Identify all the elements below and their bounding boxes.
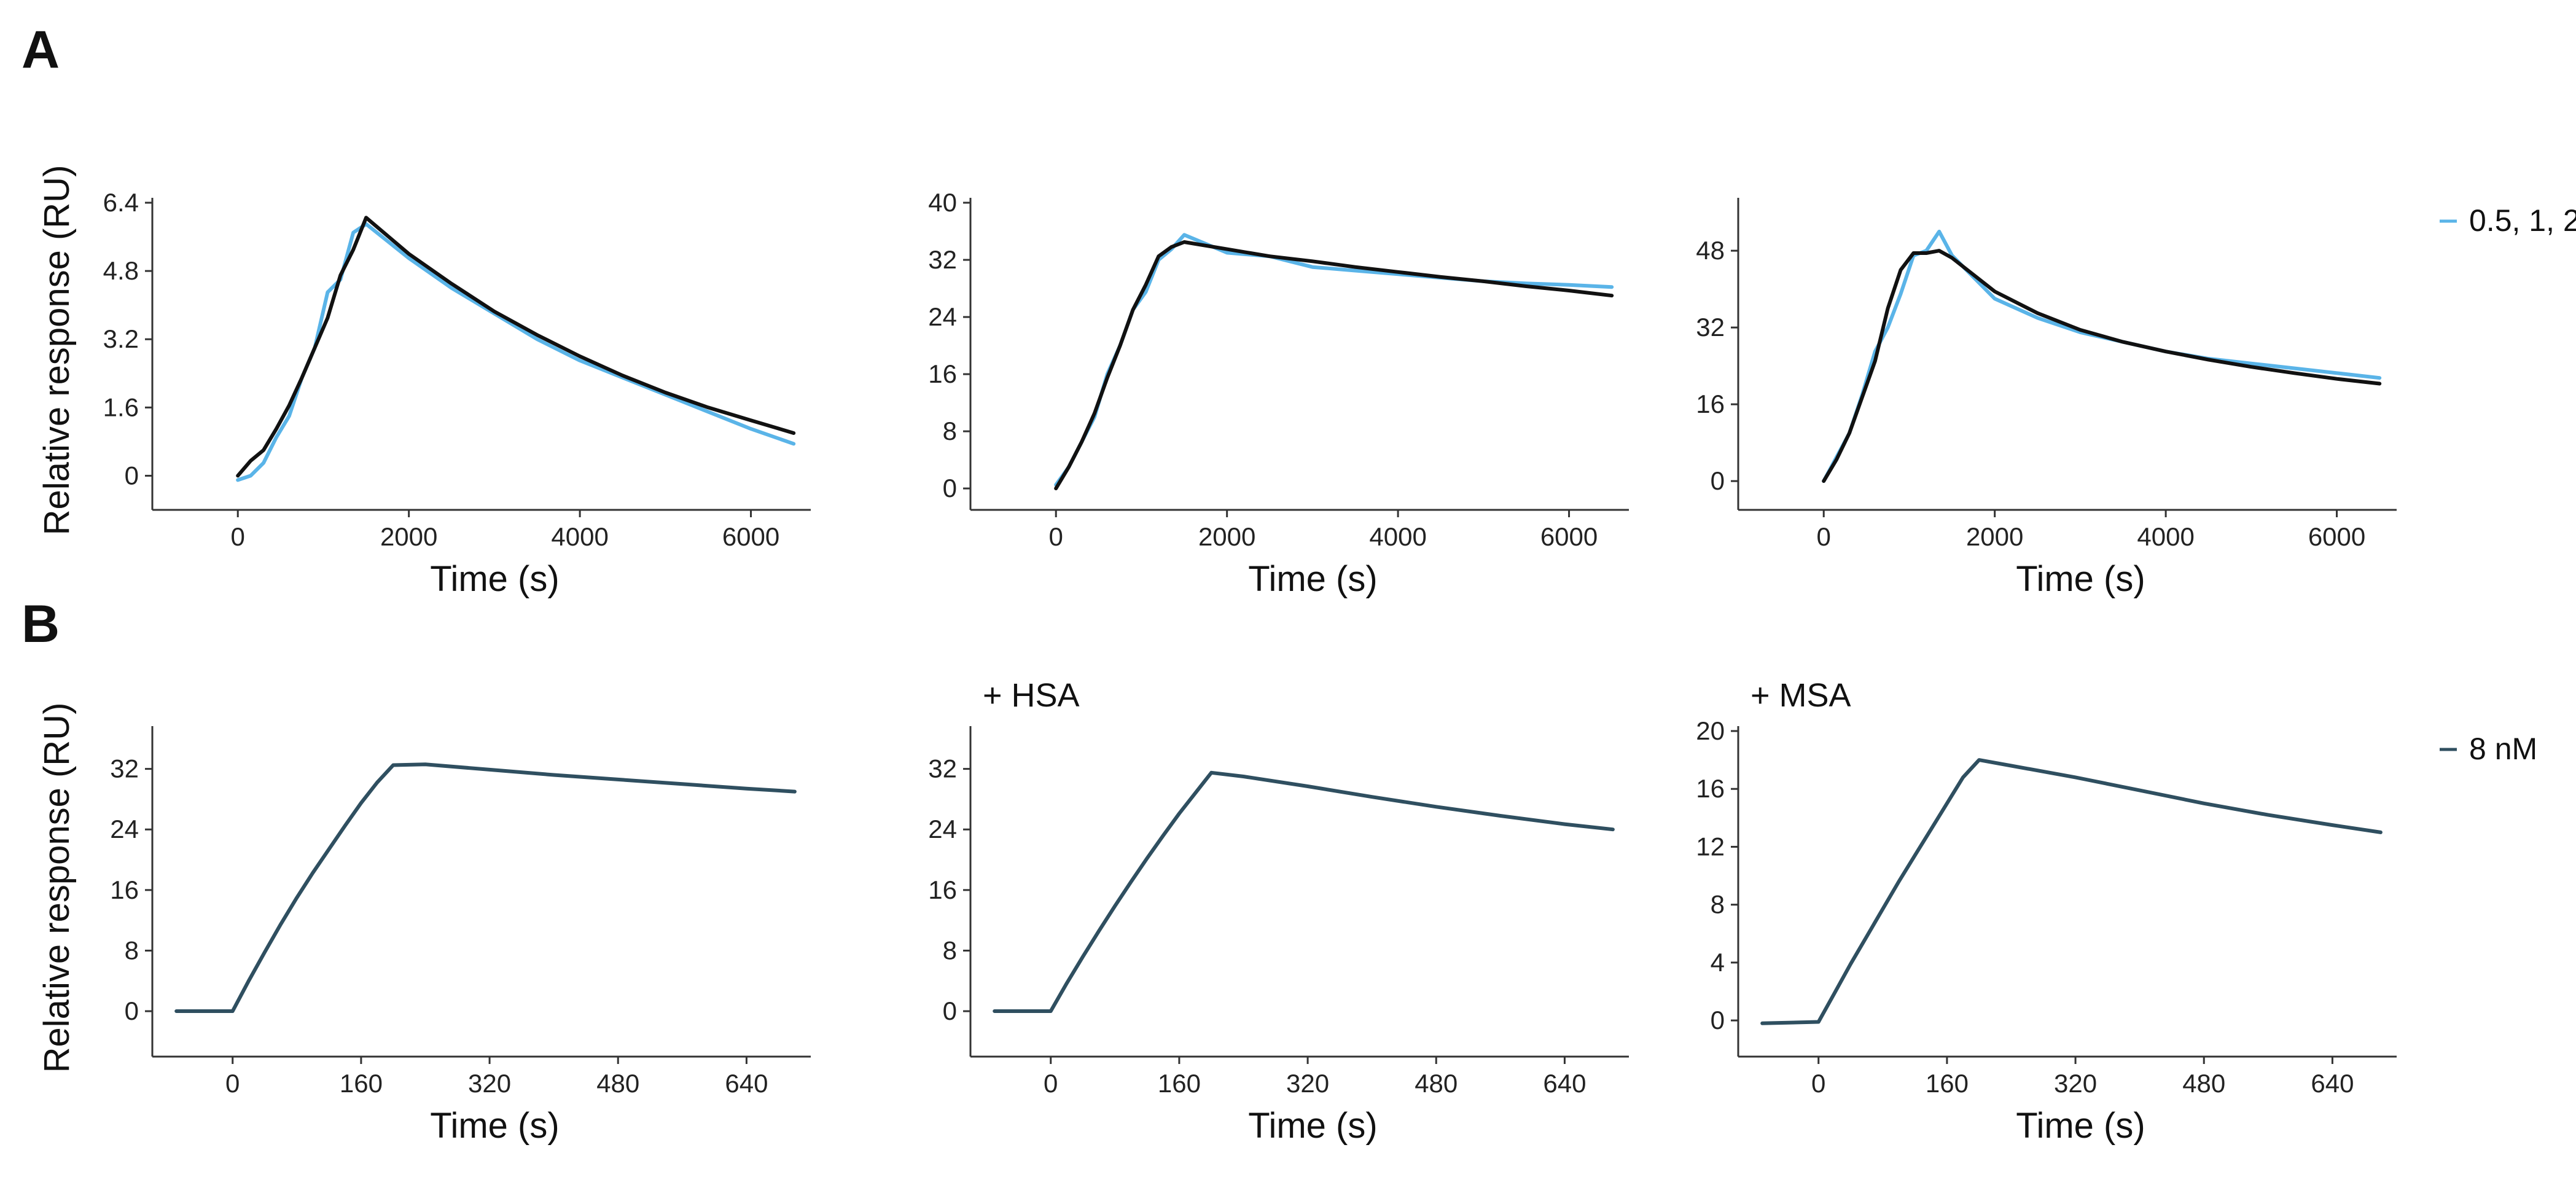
- y-axis-label: Relative response (RU): [37, 703, 77, 1073]
- x-tick-label: 0: [1811, 1069, 1825, 1098]
- x-axis-label: Time (s): [430, 1106, 559, 1146]
- x-tick-label: 2000: [1966, 522, 2023, 551]
- y-tick-label: 4: [1711, 948, 1725, 977]
- y-tick-label: 32: [928, 245, 957, 274]
- series-line: [1760, 758, 2383, 1025]
- x-tick-label: 4000: [1369, 522, 1426, 551]
- x-tick-label: 480: [596, 1069, 639, 1098]
- y-tick-label: 3.2: [103, 324, 139, 353]
- x-tick-label: 4000: [551, 522, 608, 551]
- panel-label-b: B: [21, 595, 60, 654]
- y-tick-label: 8: [943, 936, 957, 964]
- y-tick-label: 16: [928, 875, 957, 904]
- panel-label-a: A: [21, 20, 60, 79]
- y-tick-label: 32: [928, 754, 957, 783]
- y-tick-label: 1.6: [103, 393, 139, 421]
- legend-label: 0.5, 1, 2, 4, 8 nM: [2469, 203, 2576, 238]
- y-axis-label: Relative response (RU): [37, 165, 77, 536]
- y-tick-label: 48: [1696, 236, 1725, 265]
- y-tick-label: 0: [125, 996, 139, 1025]
- x-tick-label: 480: [2182, 1069, 2225, 1098]
- x-tick-label: 480: [1415, 1069, 1458, 1098]
- y-tick-label: 24: [928, 302, 957, 331]
- chart-annotation: + HSA: [983, 677, 1080, 714]
- x-tick-label: 0: [231, 522, 245, 551]
- x-tick-label: 320: [468, 1069, 511, 1098]
- fit-curve: [1054, 240, 1614, 491]
- y-tick-label: 16: [1696, 774, 1725, 803]
- fit-curve: [1822, 249, 2382, 483]
- series-line: [1054, 233, 1614, 487]
- y-tick-label: 8: [1711, 890, 1725, 919]
- y-tick-label: 20: [1696, 716, 1725, 745]
- series-line: [993, 770, 1615, 1013]
- x-tick-label: 0: [1044, 1069, 1058, 1098]
- x-axis-label: Time (s): [1248, 559, 1377, 599]
- y-tick-label: 32: [1696, 313, 1725, 342]
- x-tick-label: 0: [1049, 522, 1063, 551]
- legend-label: 8 nM: [2469, 732, 2537, 766]
- x-tick-label: 320: [2054, 1069, 2097, 1098]
- y-tick-label: 4.8: [103, 256, 139, 285]
- x-tick-label: 160: [1926, 1069, 1969, 1098]
- x-tick-label: 160: [1158, 1069, 1201, 1098]
- x-tick-label: 640: [1543, 1069, 1586, 1098]
- y-tick-label: 24: [110, 815, 139, 843]
- x-tick-label: 2000: [380, 522, 437, 551]
- y-tick-label: 0: [1711, 1006, 1725, 1034]
- x-tick-label: 160: [340, 1069, 383, 1098]
- x-tick-label: 6000: [1540, 522, 1598, 551]
- y-tick-label: 32: [110, 754, 139, 783]
- chart-a2: 0 8 16 24 32 40 0 2000 4000 6000 Time (s): [928, 188, 1629, 599]
- y-tick-label: 0: [943, 474, 957, 503]
- series-line: [174, 762, 797, 1013]
- y-tick-label: 16: [1696, 389, 1725, 418]
- y-tick-label: 8: [943, 417, 957, 445]
- y-tick-label: 6.4: [103, 188, 139, 217]
- x-tick-label: 640: [2311, 1069, 2354, 1098]
- x-tick-label: 640: [725, 1069, 768, 1098]
- x-axis-label: Time (s): [430, 559, 559, 599]
- x-axis-label: Time (s): [2016, 559, 2145, 599]
- x-axis-label: Time (s): [2016, 1106, 2145, 1146]
- fit-curve: [236, 216, 796, 478]
- x-tick-label: 6000: [2308, 522, 2365, 551]
- x-axis-label: Time (s): [1248, 1106, 1377, 1146]
- y-tick-label: 12: [1696, 832, 1725, 861]
- chart-b3: 0 4 8 12 16 20 0 160 320 480 640 Time (s) + MSA 8 nM: [1696, 677, 2537, 1146]
- y-tick-label: 24: [928, 815, 957, 843]
- y-tick-label: 16: [110, 875, 139, 904]
- x-tick-label: 4000: [2137, 522, 2194, 551]
- chart-a1: 0 1.6 3.2 4.8 6.4 0 2000 4000 6000 Time (s) Relati…: [37, 165, 811, 599]
- y-tick-label: 0: [125, 461, 139, 490]
- y-tick-label: 0: [943, 996, 957, 1025]
- y-tick-label: 16: [928, 359, 957, 388]
- x-tick-label: 2000: [1198, 522, 1255, 551]
- chart-annotation: + MSA: [1751, 677, 1851, 714]
- x-tick-label: 0: [1817, 522, 1831, 551]
- series-line: [1822, 229, 2382, 483]
- x-tick-label: 320: [1286, 1069, 1329, 1098]
- y-tick-label: 8: [125, 936, 139, 964]
- x-tick-label: 0: [225, 1069, 240, 1098]
- x-tick-label: 6000: [722, 522, 779, 551]
- y-tick-label: 0: [1711, 466, 1725, 495]
- chart-a3: 0 16 32 48 0 2000 4000 6000 Time (s) 0.5, 1, 2, 4…: [1696, 198, 2576, 599]
- y-tick-label: 40: [928, 188, 957, 217]
- series-line: [236, 222, 796, 482]
